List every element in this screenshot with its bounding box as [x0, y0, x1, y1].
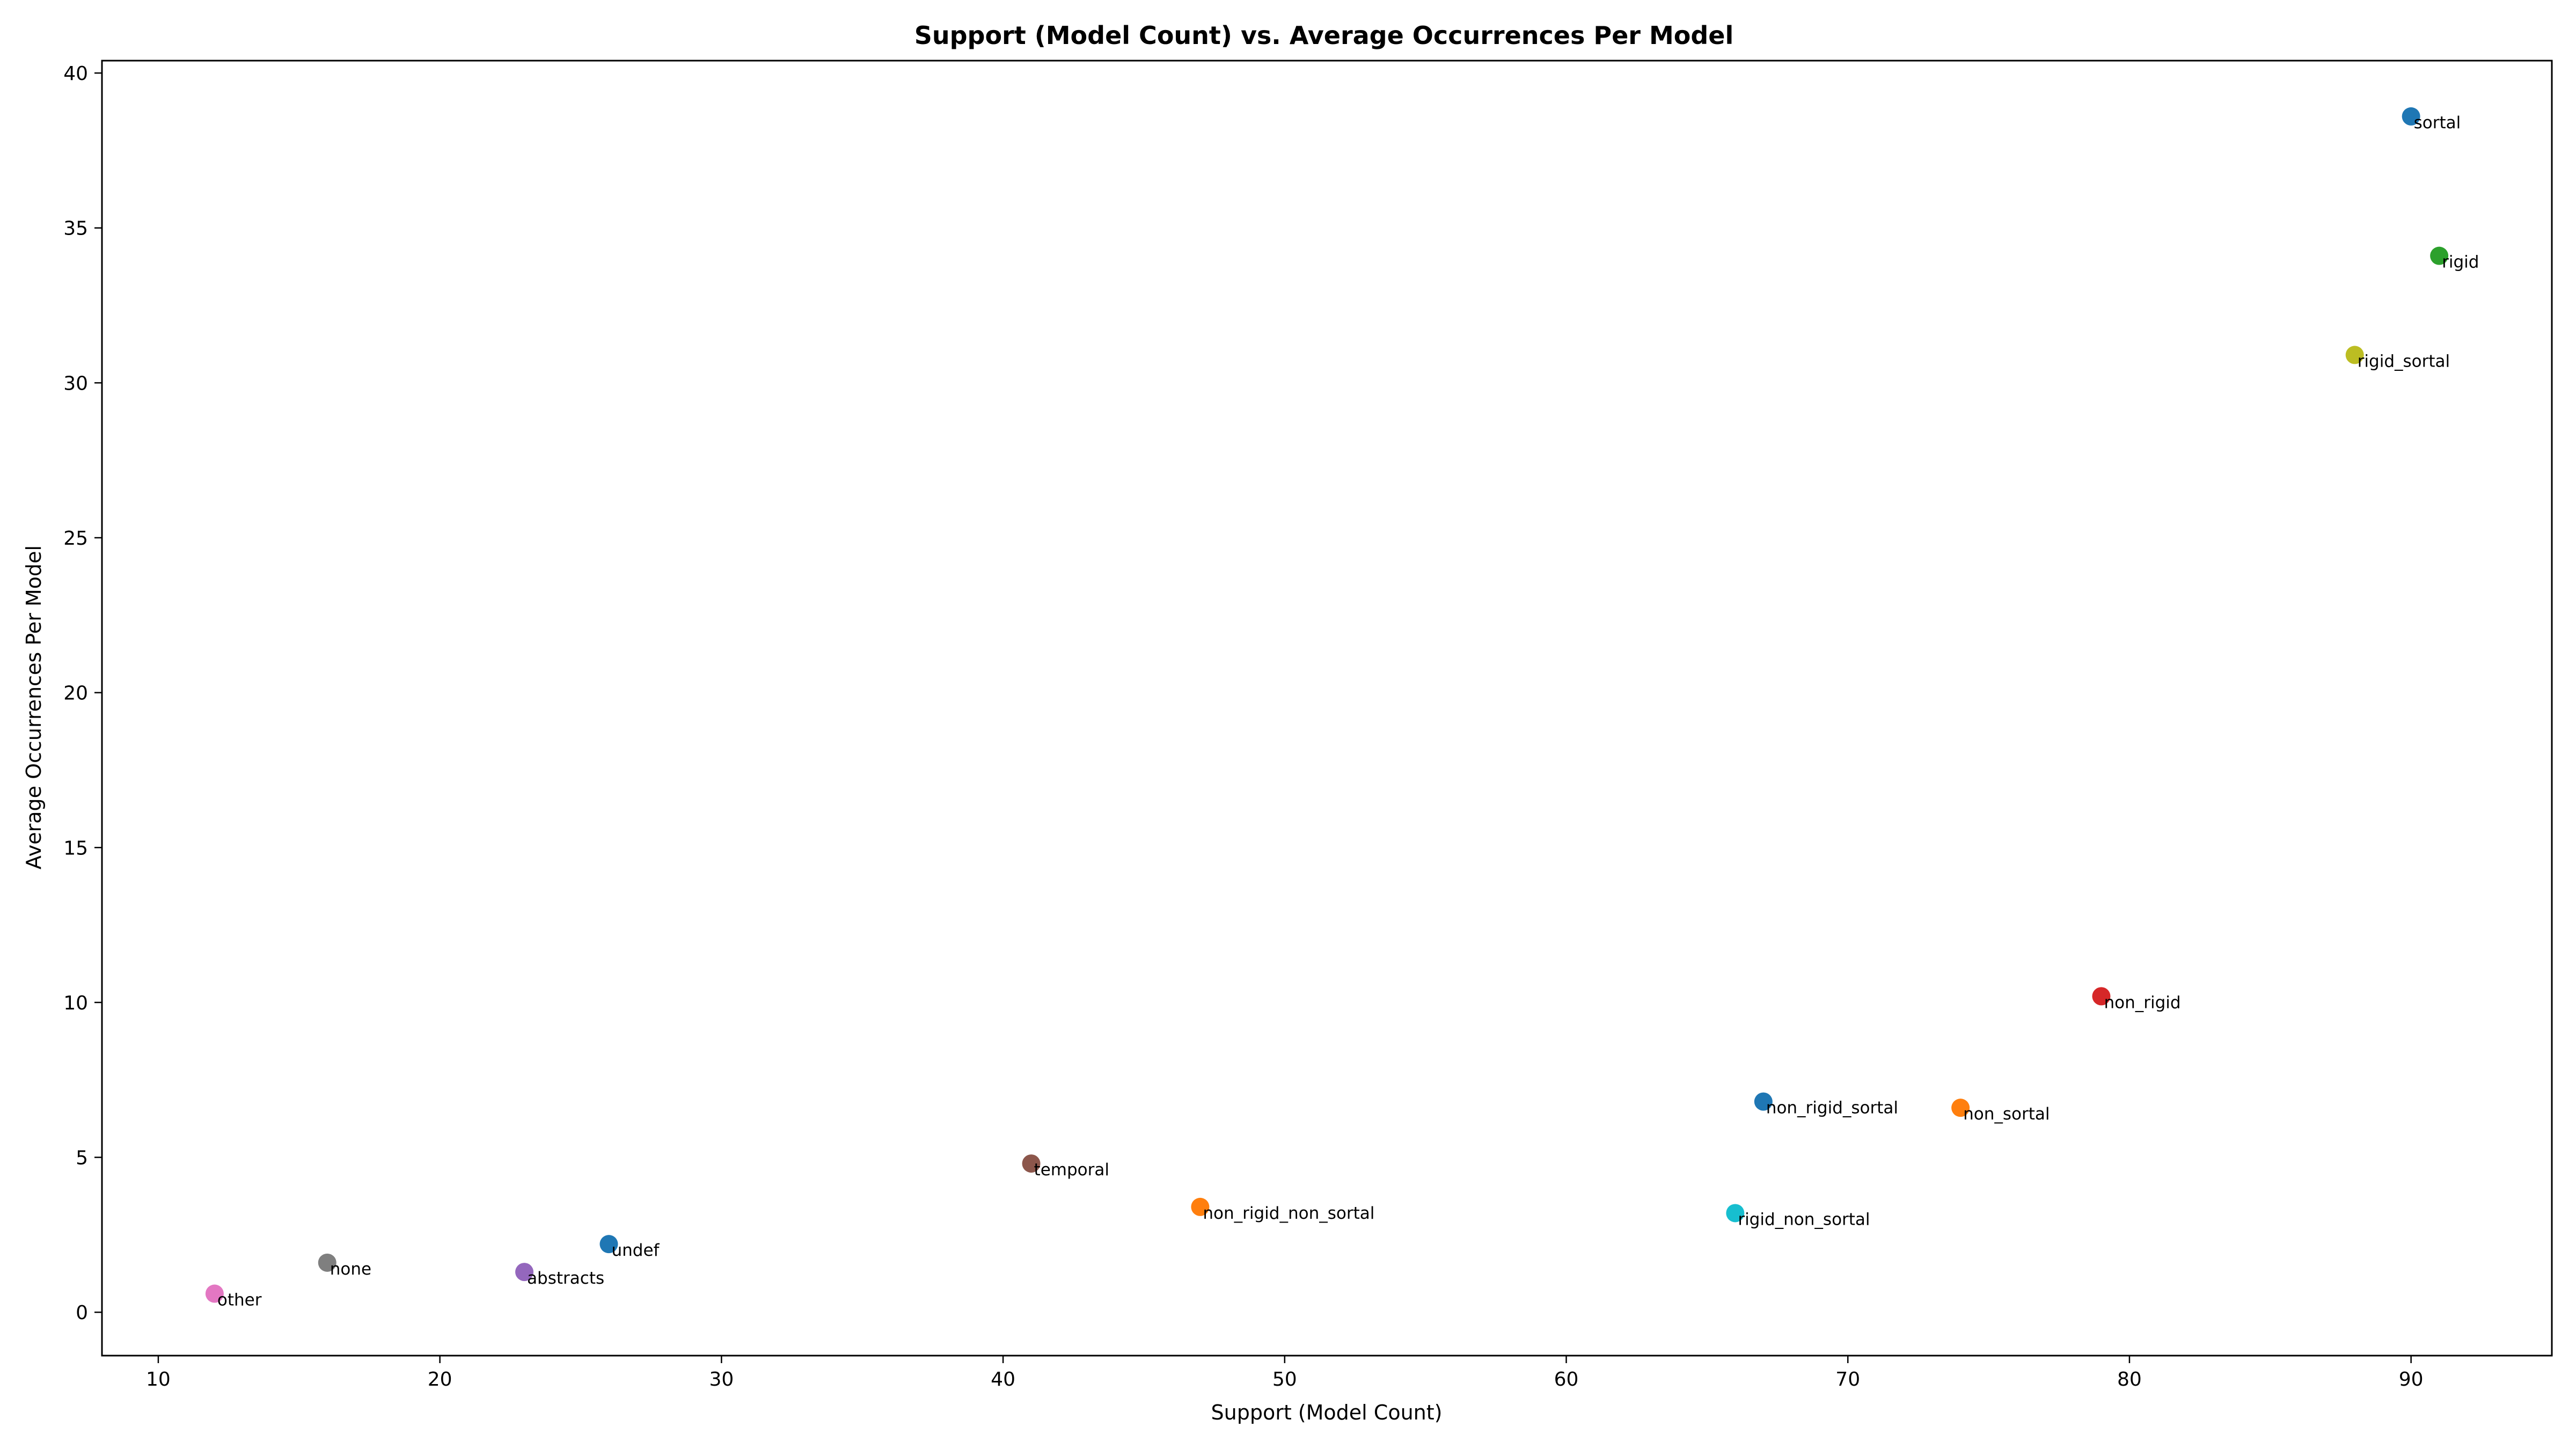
x-tick-label: 30 — [709, 1368, 734, 1391]
x-axis-title: Support (Model Count) — [1211, 1401, 1443, 1424]
y-axis-title: Average Occurrences Per Model — [22, 545, 46, 869]
point-label-undef: undef — [611, 1241, 660, 1260]
x-tick-label: 90 — [2399, 1368, 2424, 1391]
data-point-sortal — [2402, 107, 2420, 126]
y-tick-label: 40 — [63, 63, 88, 85]
point-labels: sortal rigid rigid_sortal non_rigid non_rigi… — [217, 113, 2479, 1310]
data-point-non_rigid_sortal — [1754, 1092, 1773, 1111]
y-tick-label: 10 — [63, 992, 88, 1014]
point-label-rigid: rigid — [2442, 253, 2479, 272]
point-label-temporal: temporal — [1034, 1160, 1109, 1180]
point-label-other: other — [217, 1291, 262, 1310]
y-tick-label: 35 — [63, 218, 88, 240]
point-label-none: none — [330, 1260, 371, 1279]
data-point-abstracts — [515, 1263, 534, 1282]
point-label-rigid_non_sortal: rigid_non_sortal — [1738, 1210, 1870, 1229]
point-label-sortal: sortal — [2414, 113, 2461, 133]
x-tick-label: 50 — [1272, 1368, 1297, 1391]
y-tick-label: 5 — [76, 1147, 88, 1169]
y-tick-label: 15 — [63, 837, 88, 859]
point-label-non_sortal: non_sortal — [1963, 1104, 2050, 1124]
data-point-non_sortal — [1951, 1099, 1970, 1117]
y-tick-label: 20 — [63, 683, 88, 705]
data-point-rigid — [2430, 246, 2449, 265]
point-label-non_rigid_non_sortal: non_rigid_non_sortal — [1203, 1204, 1374, 1223]
data-point-rigid_sortal — [2345, 346, 2364, 364]
point-label-abstracts: abstracts — [527, 1269, 604, 1288]
point-label-rigid_sortal: rigid_sortal — [2358, 352, 2450, 371]
data-point-rigid_non_sortal — [1726, 1204, 1745, 1223]
y-axis: 0 5 10 15 20 25 30 35 40 — [63, 63, 102, 1324]
data-point-non_rigid — [2092, 987, 2111, 1006]
data-point-none — [318, 1253, 336, 1272]
chart-title: Support (Model Count) vs. Average Occurr… — [914, 21, 1734, 50]
data-point-undef — [599, 1235, 618, 1254]
plot-frame — [101, 60, 2553, 1357]
x-tick-label: 60 — [1554, 1368, 1579, 1391]
data-point-temporal — [1022, 1154, 1041, 1173]
y-tick-label: 25 — [63, 528, 88, 550]
x-tick-label: 80 — [2117, 1368, 2142, 1391]
y-tick-label: 30 — [63, 372, 88, 394]
x-tick-label: 40 — [991, 1368, 1015, 1391]
data-points — [205, 107, 2449, 1303]
x-tick-label: 20 — [428, 1368, 452, 1391]
x-tick-label: 70 — [1835, 1368, 1860, 1391]
point-label-non_rigid: non_rigid — [2104, 993, 2180, 1012]
data-point-other — [205, 1284, 224, 1303]
data-point-non_rigid_non_sortal — [1191, 1197, 1210, 1216]
y-tick-label: 0 — [76, 1302, 88, 1324]
x-tick-label: 10 — [146, 1368, 171, 1391]
x-axis: 10 20 30 40 50 60 70 80 90 — [146, 1356, 2424, 1391]
point-label-non_rigid_sortal: non_rigid_sortal — [1766, 1099, 1898, 1118]
